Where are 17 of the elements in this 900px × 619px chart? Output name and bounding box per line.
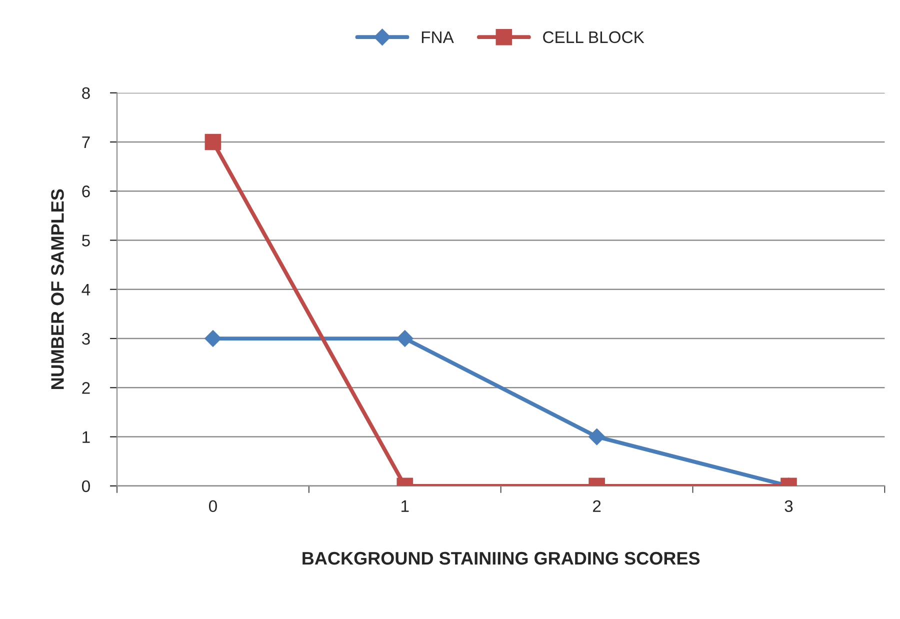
y-tick-label: 8 <box>82 87 90 100</box>
y-tick-label: 4 <box>82 284 90 296</box>
x-tick-label: 1 <box>402 500 409 512</box>
x-tick-label: 0 <box>208 500 217 512</box>
legend-label: FNA <box>422 31 454 43</box>
y-tick-label: 0 <box>82 480 90 492</box>
y-tick-label: 1 <box>82 431 90 443</box>
y-tick-label: 5 <box>82 234 90 246</box>
y-tick-label: 6 <box>82 186 90 198</box>
x-axis-title: BACKGROUND STAINIING GRADING SCORES <box>302 552 700 565</box>
y-axis-title: NUMBER OF SAMPLES <box>51 189 64 389</box>
y-tick-label: 2 <box>82 382 90 394</box>
legend-label: CELL BLOCK <box>543 31 644 44</box>
y-tick-label: 7 <box>82 136 90 148</box>
y-tick-label: 3 <box>82 332 90 345</box>
x-tick-label: 3 <box>784 500 793 512</box>
x-tick-label: 2 <box>593 500 601 512</box>
